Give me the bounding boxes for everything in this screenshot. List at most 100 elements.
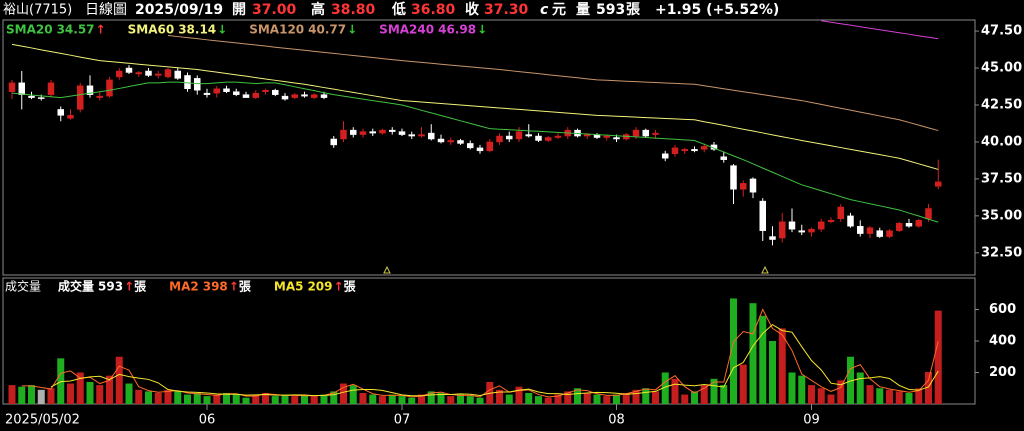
volume-bar (720, 385, 728, 404)
candle-body (77, 85, 84, 110)
volume-ma-line (50, 323, 939, 397)
change: +1.95 (+5.52%) (655, 2, 779, 18)
x-tick-label: 2025/05/02 (5, 413, 80, 428)
candle-body (213, 88, 220, 94)
volume-bar (749, 303, 757, 404)
volume-bar (730, 298, 737, 404)
volume-bar (86, 381, 94, 404)
volume-bar (457, 394, 464, 404)
candle-body (808, 228, 815, 233)
volume-bar (925, 372, 932, 404)
volume-bar (642, 388, 650, 404)
candle-body (379, 129, 386, 134)
volume-bar (564, 391, 572, 404)
sma-line (11, 81, 939, 223)
volume-bar (223, 392, 230, 404)
x-tick-label: 07 (394, 413, 411, 428)
price-plot (8, 20, 942, 246)
volume-bar (574, 388, 581, 404)
y-tick-label: 200 (989, 365, 1016, 380)
candle-body (203, 92, 211, 95)
candle-body (164, 69, 172, 78)
close-label: 收 (465, 1, 480, 18)
volume-bar (125, 383, 133, 404)
high-value: 38.80 (331, 2, 376, 18)
volume-bar (398, 396, 406, 404)
candle-body (174, 70, 181, 79)
volume-bar (359, 392, 367, 404)
volume-bar (271, 396, 279, 404)
volume-bar (710, 378, 718, 404)
candle-body (155, 73, 162, 76)
candle-body (506, 135, 513, 140)
volume-bar (330, 391, 338, 404)
candle-body (125, 67, 133, 73)
volume-unit: 張 (626, 2, 641, 18)
candle-body (827, 220, 835, 223)
candle-body (57, 109, 64, 116)
volume-value: 593 (596, 2, 625, 18)
candle-body (437, 138, 445, 143)
sma-line (11, 43, 939, 170)
candle-body (96, 95, 103, 98)
candle-body (233, 91, 240, 95)
legend-unit: 張 (344, 280, 357, 294)
y-tick-label: 40.00 (981, 134, 1022, 149)
legend-trend: ↓ (477, 23, 487, 37)
volume-bar (174, 391, 182, 404)
candle-body (467, 143, 474, 149)
candle-body (691, 149, 698, 152)
volume-bar (427, 391, 435, 404)
candle-body (8, 82, 16, 92)
y-tick-label: 45.00 (981, 61, 1022, 76)
candle-body (652, 132, 659, 135)
volume-bar (593, 394, 601, 404)
candle-body (515, 131, 523, 140)
candle-body (242, 94, 250, 98)
volume-bar (135, 389, 143, 404)
volume-bar (622, 392, 630, 404)
candle-body (525, 134, 532, 137)
x-tick-label: 08 (608, 413, 625, 428)
volume-bar (106, 375, 113, 404)
candle-body (18, 82, 25, 95)
volume-bar (115, 356, 123, 404)
candle-body (67, 115, 74, 119)
y-tick-label: 400 (989, 334, 1016, 349)
candle-body (135, 72, 142, 75)
volume-bar (866, 385, 874, 404)
candle-body (788, 221, 796, 230)
volume-bar (213, 394, 221, 404)
volume-bar (76, 372, 84, 404)
volume-bar (905, 392, 913, 404)
close-value: 37.30 (484, 2, 529, 18)
volume-bar (632, 389, 640, 404)
volume-bar (281, 394, 289, 404)
candle-body (935, 181, 942, 187)
legend-name: SMA20 (6, 23, 53, 37)
volume-bar (505, 394, 513, 404)
candle-body (38, 97, 45, 99)
y-tick-label: 37.50 (981, 171, 1022, 186)
volume-bar (895, 391, 903, 404)
period: 日線圖 (85, 2, 127, 18)
volume-bar (193, 392, 201, 404)
legend-name: 成交量 (58, 279, 94, 294)
volume-bar (408, 397, 416, 404)
candle-body (340, 129, 347, 140)
candle-body (86, 85, 94, 95)
candle-body (730, 165, 737, 190)
volume-bar (700, 385, 708, 404)
volume-bar (96, 385, 104, 404)
candle-body (311, 94, 318, 98)
candle-body (252, 92, 259, 98)
candle-body (194, 78, 201, 91)
legend-unit: 張 (239, 280, 252, 294)
volume-bar (242, 397, 250, 404)
volume-bar (388, 394, 396, 404)
high-label: 高 (311, 1, 325, 18)
candle-body (740, 183, 747, 190)
volume-bar (759, 315, 767, 404)
candle-body (915, 220, 922, 227)
